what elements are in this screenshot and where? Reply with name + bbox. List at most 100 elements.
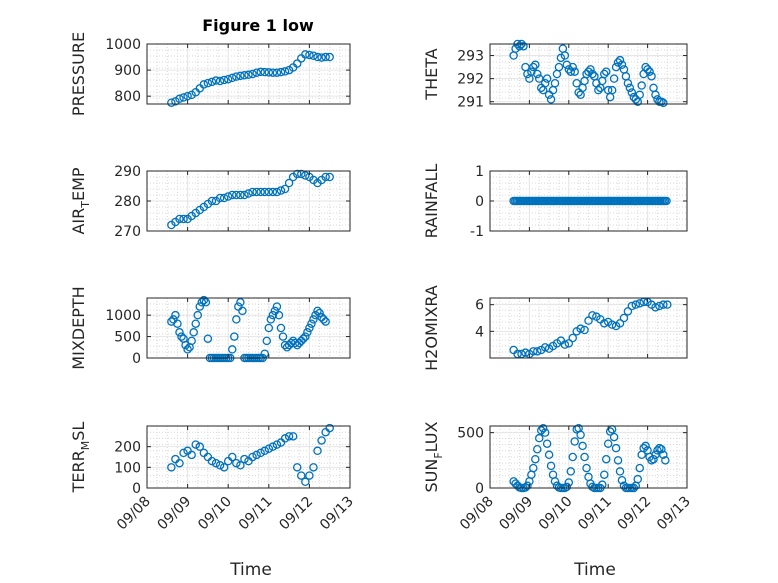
y-axis-label-terr_msl: TERRMSL (69, 422, 92, 494)
panel-theta: 291 292 293 THETA (422, 39, 688, 111)
panel-air_temp: 270 280 290 AIRTEMP (69, 164, 351, 240)
y-axis-label-rainfall: RAINFALL (422, 164, 441, 239)
x-tick-label: 09/09 (155, 494, 195, 534)
data-point (325, 172, 334, 182)
data-point (215, 461, 225, 470)
data-point (292, 169, 302, 179)
data-point (651, 90, 660, 100)
data-point (203, 334, 213, 343)
data-point (307, 319, 316, 328)
data-point (215, 193, 225, 203)
data-point (305, 323, 314, 333)
y-axis-label-theta: THETA (422, 48, 441, 100)
data-point (301, 477, 310, 487)
data-point (181, 340, 190, 350)
y-tick-label: 0 (475, 194, 484, 210)
data-point (236, 71, 245, 81)
data-point (301, 50, 310, 59)
data-point (248, 452, 257, 462)
data-point (305, 471, 314, 480)
data-point (564, 339, 574, 348)
data-point (615, 55, 625, 65)
data-point (236, 190, 245, 200)
data-point (187, 336, 196, 346)
data-point (535, 74, 544, 83)
data-point (568, 333, 577, 343)
data-point (637, 81, 646, 90)
data-point (319, 315, 328, 324)
data-point (538, 423, 548, 433)
data-point (572, 78, 581, 88)
data-point (175, 214, 184, 224)
data-point (264, 187, 274, 197)
data-point (266, 315, 276, 324)
data-point (609, 74, 619, 83)
data-point (260, 446, 269, 456)
data-point (230, 332, 239, 341)
data-point (566, 67, 576, 76)
data-point (531, 454, 540, 464)
x-axis-label-left: Time (229, 560, 272, 580)
data-point (613, 456, 623, 465)
y-tick-label: 1000 (105, 37, 141, 53)
data-point (268, 187, 278, 197)
data-point (546, 461, 556, 471)
data-point (659, 300, 668, 309)
data-point (228, 190, 237, 200)
data-point (280, 184, 290, 194)
data-point (173, 319, 182, 328)
data-point (313, 52, 322, 62)
data-point (594, 85, 603, 95)
data-point (560, 51, 570, 60)
data-point (659, 98, 668, 108)
x-tick-label: 09/11 (575, 494, 615, 534)
axes-box (146, 297, 351, 359)
data-point (586, 65, 595, 74)
data-point (301, 332, 310, 341)
data-point (603, 439, 613, 448)
data-point (659, 450, 668, 460)
data-point (540, 343, 550, 352)
data-point (203, 78, 213, 88)
data-point (228, 345, 237, 354)
data-point (272, 302, 282, 311)
data-point (272, 187, 282, 197)
data-point (303, 328, 312, 337)
data-point (256, 448, 265, 458)
data-point (588, 69, 597, 79)
data-point (554, 62, 564, 72)
y-tick-label: 500 (457, 426, 484, 442)
data-point (635, 463, 644, 473)
data-point (627, 301, 637, 311)
y-tick-label: -1 (470, 224, 484, 240)
axes-box (489, 297, 688, 359)
data-point (651, 303, 660, 312)
y-tick-label: 0 (132, 481, 141, 497)
data-point (617, 475, 627, 485)
data-point (199, 295, 209, 305)
data-point (280, 67, 290, 76)
data-point (219, 193, 229, 203)
data-point (535, 433, 544, 443)
data-point (264, 323, 274, 333)
data-point (635, 90, 644, 100)
y-axis-label-h2omixra: H2OMIXRA (422, 285, 441, 371)
y-tick-label: 293 (457, 49, 484, 65)
data-point (623, 78, 633, 88)
data-point (600, 470, 609, 479)
data-point (262, 336, 272, 346)
data-point (183, 345, 192, 354)
x-tick-label: 09/10 (536, 494, 576, 534)
data-point (189, 328, 198, 337)
data-point (299, 334, 308, 343)
data-point (284, 432, 294, 441)
y-axis-label-air_temp: AIRTEMP (69, 167, 92, 234)
data-point (570, 437, 579, 446)
data-point (276, 323, 286, 333)
data-point (309, 463, 318, 472)
data-point (171, 310, 180, 320)
data-point (280, 434, 290, 443)
data-point (641, 441, 650, 451)
data-point (167, 463, 176, 472)
